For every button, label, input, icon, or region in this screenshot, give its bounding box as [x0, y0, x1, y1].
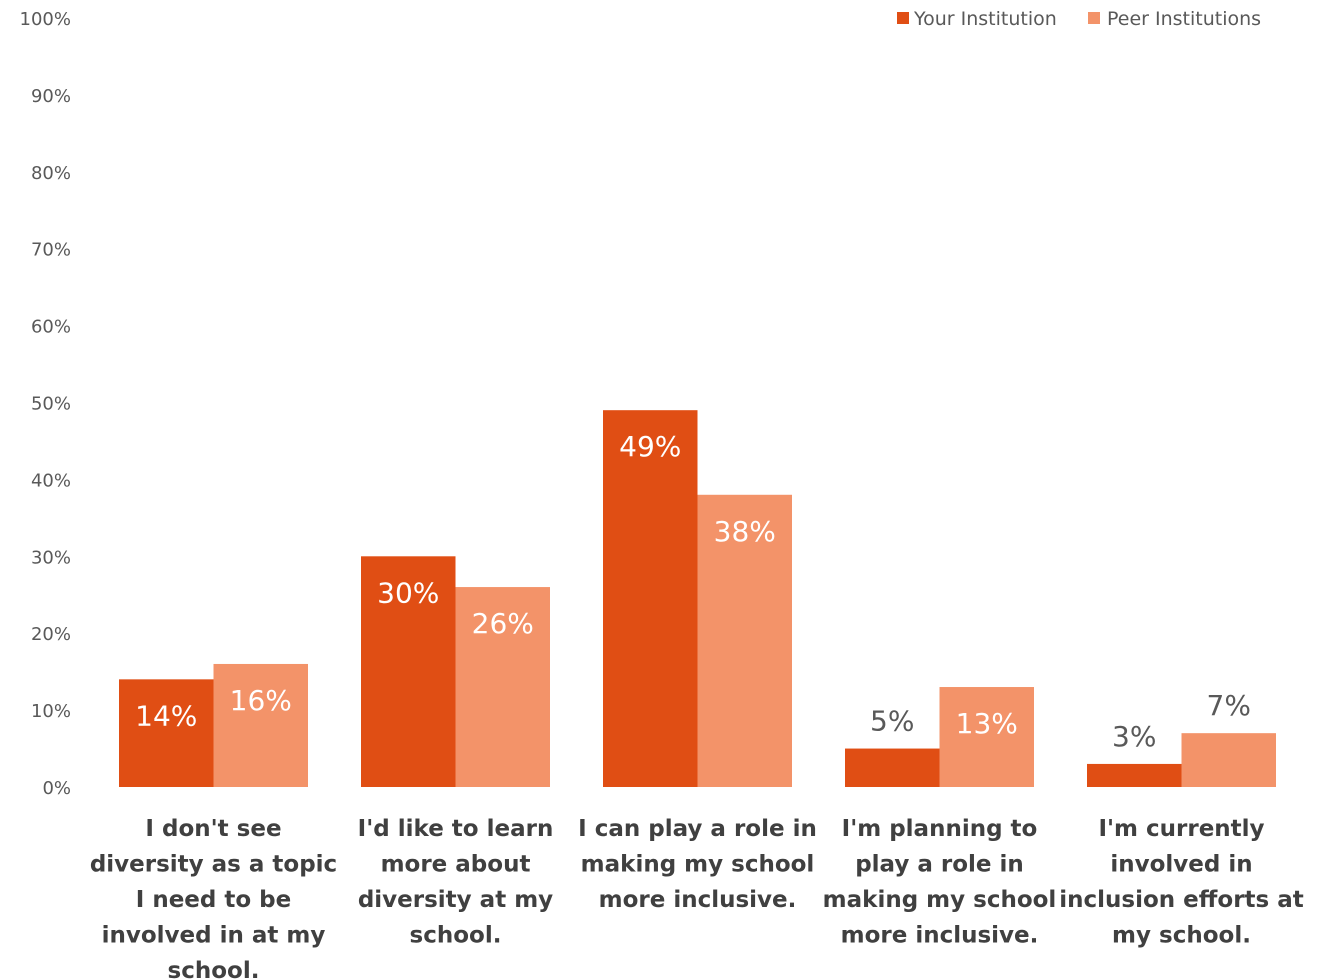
- category-label-line: I'm currently: [1098, 816, 1264, 842]
- category-label-line: involved in: [1110, 852, 1252, 878]
- category-label: I'm planning to play a role in making my s…: [823, 816, 1057, 949]
- x-axis-labels: I don't see diversity as a topic I need to…: [90, 816, 1304, 980]
- y-axis: 0% 10% 20% 30% 40% 50% 60% 70% 80% 90% 100%: [20, 9, 71, 799]
- y-tick-label: 60%: [31, 317, 71, 338]
- legend: Your Institution Peer Institutions: [897, 8, 1261, 30]
- category-label-line: more inclusive.: [841, 923, 1039, 949]
- category-label-line: play a role in: [855, 852, 1024, 878]
- category-label-line: diversity as a topic: [90, 852, 337, 878]
- data-labels: 14% 16% 30% 26% 49% 38% 5% 13% 3% 7%: [135, 430, 1251, 753]
- data-label: 5%: [870, 705, 914, 738]
- y-tick-label: 70%: [31, 240, 71, 261]
- category-label-line: more about: [381, 852, 531, 878]
- category-label-line: making my school: [823, 887, 1057, 913]
- category-label-line: I need to be: [136, 887, 291, 913]
- data-label: 7%: [1207, 689, 1251, 722]
- category-label-line: I'd like to learn: [358, 816, 554, 842]
- bars: [119, 410, 1276, 787]
- bar-peer-institutions: [455, 587, 550, 787]
- category-label-line: involved in at my: [102, 923, 326, 949]
- category-label-line: making my school: [581, 852, 815, 878]
- bar-your-institution: [845, 748, 940, 787]
- data-label: 14%: [135, 699, 197, 732]
- y-tick-label: 90%: [31, 86, 71, 107]
- category-label: I'd like to learn more about diversity at …: [358, 816, 554, 949]
- legend-label: Your Institution: [913, 8, 1057, 30]
- category-label-line: inclusion efforts at: [1059, 887, 1304, 913]
- category-label: I'm currently involved in inclusion effort…: [1059, 816, 1304, 949]
- legend-swatch: [897, 12, 909, 24]
- category-label: I can play a role in making my school more…: [578, 816, 817, 913]
- y-tick-label: 20%: [31, 624, 71, 645]
- category-label-line: I'm planning to: [842, 816, 1038, 842]
- category-label-line: my school.: [1112, 923, 1251, 949]
- y-tick-label: 80%: [31, 163, 71, 184]
- bar-peer-institutions: [213, 663, 308, 787]
- bar-your-institution: [119, 679, 214, 787]
- bar-peer-institutions: [1181, 733, 1276, 787]
- y-tick-label: 100%: [20, 9, 71, 30]
- data-label: 16%: [230, 684, 292, 717]
- data-label: 49%: [619, 430, 681, 463]
- bar-your-institution: [361, 556, 456, 787]
- y-tick-label: 30%: [31, 547, 71, 568]
- data-label: 30%: [377, 576, 439, 609]
- bar-peer-institutions: [939, 687, 1034, 787]
- data-label: 13%: [956, 707, 1018, 740]
- bar-your-institution: [603, 410, 698, 787]
- legend-label: Peer Institutions: [1107, 8, 1261, 30]
- bar-peer-institutions: [697, 494, 792, 787]
- data-label: 3%: [1112, 720, 1156, 753]
- category-label-line: school.: [168, 958, 260, 980]
- category-label-line: diversity at my: [358, 887, 553, 913]
- data-label: 38%: [714, 515, 776, 548]
- y-tick-label: 10%: [31, 701, 71, 722]
- legend-swatch: [1088, 12, 1100, 24]
- data-label: 26%: [472, 607, 534, 640]
- category-label-line: more inclusive.: [599, 887, 797, 913]
- category-label-line: school.: [410, 923, 502, 949]
- category-label-line: I can play a role in: [578, 816, 817, 842]
- y-tick-label: 40%: [31, 470, 71, 491]
- y-tick-label: 50%: [31, 394, 71, 415]
- category-label-line: I don't see: [145, 816, 281, 842]
- bar-your-institution: [1087, 763, 1182, 787]
- y-tick-label: 0%: [42, 778, 71, 799]
- category-label: I don't see diversity as a topic I need to…: [90, 816, 337, 980]
